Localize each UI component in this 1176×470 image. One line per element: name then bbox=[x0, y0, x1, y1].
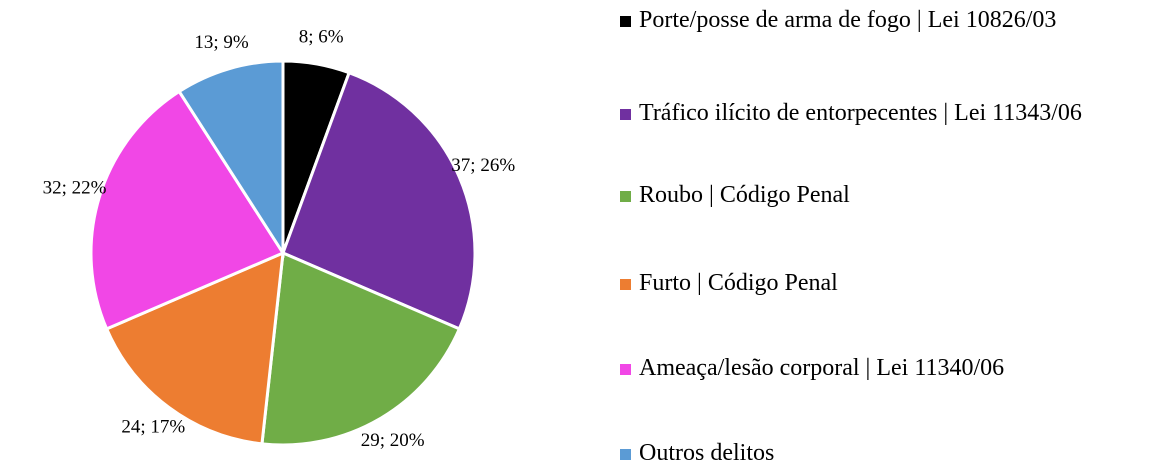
legend-item: Outros delitos bbox=[620, 437, 1172, 470]
legend-label: Ameaça/lesão corporal | Lei 11340/06 bbox=[639, 355, 1005, 381]
legend-swatch bbox=[620, 191, 631, 202]
data-label: 13; 9% bbox=[194, 32, 249, 53]
pie-slice bbox=[260, 250, 462, 447]
pie-area: 8; 6% 37; 26% 29; 20% 24; 17% 32; 22% 13; 9% bbox=[43, 27, 516, 451]
data-label: 24; 17% bbox=[121, 417, 185, 438]
data-label: 8; 6% bbox=[299, 27, 344, 48]
legend-item: Furto | Código Penal bbox=[620, 267, 1172, 300]
legend-label: Porte/posse de arma de fogo | Lei 10826/… bbox=[639, 7, 1057, 33]
pie-slice bbox=[281, 70, 477, 331]
legend-swatch bbox=[620, 449, 631, 460]
pie-slice bbox=[89, 89, 286, 331]
legend-swatch bbox=[620, 16, 631, 27]
legend-label: Roubo | Código Penal bbox=[639, 182, 850, 208]
legend-item: Porte/posse de arma de fogo | Lei 10826/… bbox=[620, 4, 1172, 37]
pie-slice bbox=[104, 250, 285, 446]
legend-label: Furto | Código Penal bbox=[639, 270, 838, 296]
data-label: 37; 26% bbox=[451, 155, 515, 176]
data-label: 32; 22% bbox=[43, 178, 107, 199]
legend-label: Tráfico ilícito de entorpecentes | Lei 1… bbox=[639, 100, 1082, 126]
legend-item: Roubo | Código Penal bbox=[620, 179, 1172, 212]
legend-label: Outros delitos bbox=[639, 440, 775, 466]
legend-swatch bbox=[620, 109, 631, 120]
data-label: 29; 20% bbox=[361, 430, 425, 451]
pie-slice bbox=[177, 59, 285, 259]
legend-swatch bbox=[620, 364, 631, 375]
legend-swatch bbox=[620, 279, 631, 290]
legend-item: Tráfico ilícito de entorpecentes | Lei 1… bbox=[620, 97, 1172, 130]
legend-item: Ameaça/lesão corporal | Lei 11340/06 bbox=[620, 352, 1172, 385]
